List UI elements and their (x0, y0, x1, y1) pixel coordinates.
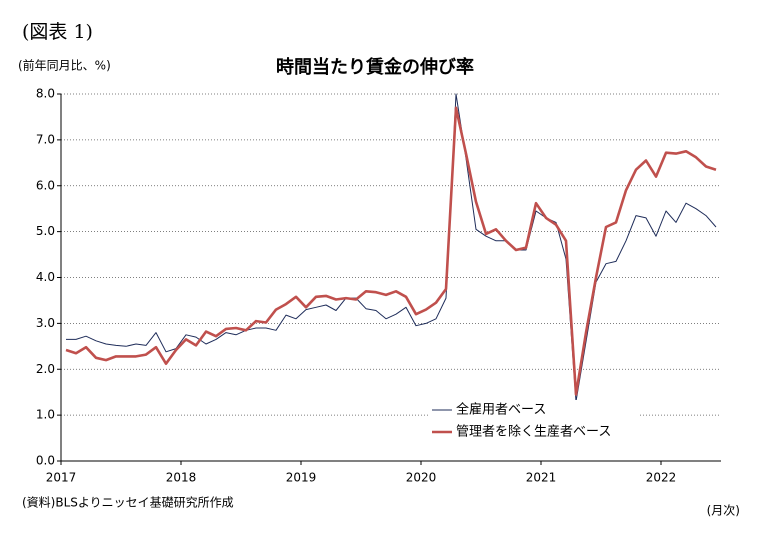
y-tick-label: 3.0 (36, 316, 55, 330)
series-line (65, 106, 717, 396)
legend-label: 管理者を除く生産者ベース (456, 424, 611, 440)
series-line (66, 93, 717, 402)
chart-title: 時間当たり賃金の伸び率 (276, 56, 474, 78)
figure-label: (図表 1) (22, 21, 93, 43)
x-tick-label: 2022 (646, 471, 677, 485)
legend-label: 全雇用者ベース (456, 402, 546, 418)
y-tick-label: 6.0 (36, 178, 55, 192)
y-tick-label: 0.0 (36, 454, 55, 468)
x-tick-label: 2019 (286, 471, 317, 485)
y-tick-label: 4.0 (36, 270, 55, 284)
y-tick-label: 1.0 (36, 408, 55, 422)
y-axis-label: (前年同月比、%) (18, 58, 111, 73)
y-tick-label: 8.0 (36, 87, 55, 101)
y-tick-label: 5.0 (36, 224, 55, 238)
y-tick-label: 2.0 (36, 362, 55, 376)
x-tick-label: 2020 (406, 471, 437, 485)
y-tick-label: 7.0 (36, 132, 55, 146)
x-tick-label: 2017 (46, 471, 77, 485)
source: (資料)BLSよりニッセイ基礎研究所作成 (22, 495, 234, 510)
x-axis-label: (月次) (707, 504, 740, 518)
x-tick-label: 2018 (166, 471, 197, 485)
x-tick-label: 2021 (526, 471, 557, 485)
legend-bg (428, 400, 638, 420)
legend-bg (428, 422, 638, 442)
